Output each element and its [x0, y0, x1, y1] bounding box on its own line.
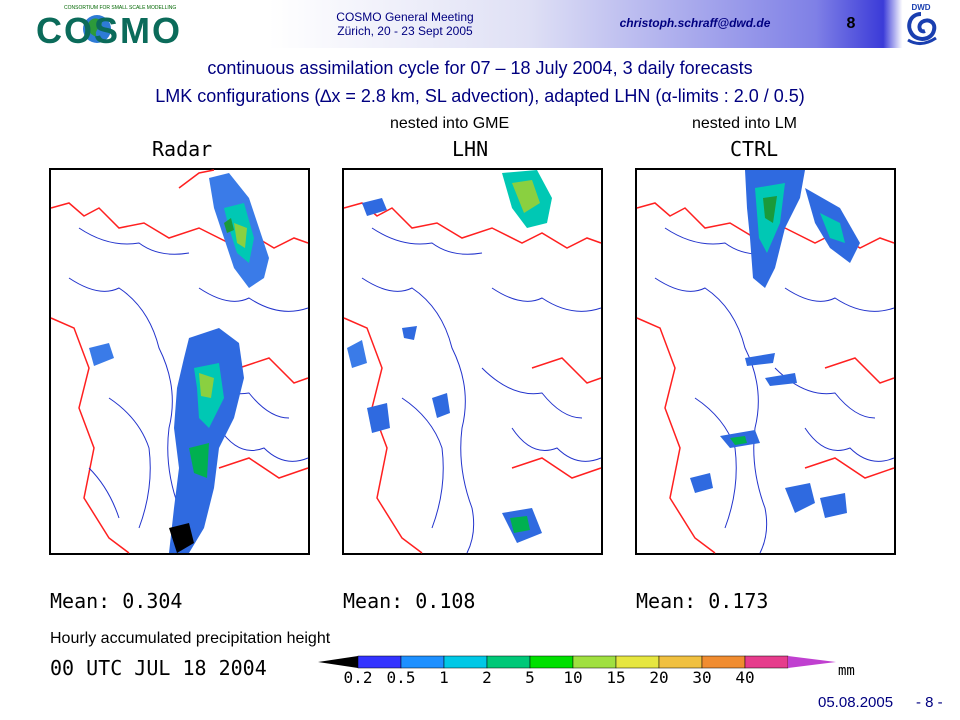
- panel-ctrl-label: CTRL: [730, 137, 779, 161]
- meeting-place-date: Zürich, 20 - 23 Sept 2005: [337, 24, 473, 38]
- colorbar-segment: [400, 655, 445, 669]
- colorbar-tick-label: 15: [606, 668, 626, 687]
- panel-lhn-label: LHN: [452, 137, 489, 161]
- colorbar-segment: [744, 655, 789, 669]
- panel-ctrl-mean: Mean: 0.173: [636, 589, 769, 613]
- slide-title-line1: continuous assimilation cycle for 07 – 1…: [207, 58, 753, 78]
- panel-lhn-mean: Mean: 0.108: [343, 589, 476, 613]
- colorbar-segment: [701, 655, 746, 669]
- dwd-logo-icon: DWD: [907, 3, 937, 45]
- meeting-info: COSMO General Meeting Zürich, 20 - 23 Se…: [290, 10, 520, 38]
- colorbar-segment: [486, 655, 531, 669]
- panel-radar-mean: Mean: 0.304: [50, 589, 183, 613]
- valid-time-label: 00 UTC JUL 18 2004: [50, 656, 267, 680]
- legend-caption: Hourly accumulated precipitation height: [50, 630, 331, 647]
- meeting-title: COSMO General Meeting: [336, 10, 474, 24]
- colorbar-tick-label: 20: [649, 668, 669, 687]
- lhn-precip-map: [342, 168, 603, 555]
- panel-lhn-nested-label: nested into GME: [390, 115, 510, 132]
- slide-number: 8: [846, 15, 856, 32]
- slide-title-line2: LMK configurations (∆x = 2.8 km, SL adve…: [155, 86, 805, 106]
- colorbar-tick-label: 1: [439, 668, 449, 687]
- precip-colorbar: [318, 655, 836, 669]
- colorbar-segment: [615, 655, 660, 669]
- colorbar-segment: [529, 655, 574, 669]
- colorbar-unit: mm: [838, 663, 855, 679]
- footer-date: 05.08.2005: [818, 694, 894, 711]
- cosmo-logo: CONSORTIUM FOR SMALL SCALE MODELLING COS…: [36, 5, 182, 46]
- colorbar-segment-below: [318, 656, 358, 668]
- colorbar-tick-label: 10: [563, 668, 583, 687]
- colorbar-tick-label: 2: [482, 668, 492, 687]
- panel-radar-label: Radar: [152, 137, 213, 161]
- colorbar-tick-label: 30: [692, 668, 712, 687]
- radar-precip-map: [49, 168, 310, 555]
- panel-ctrl-nested-label: nested into LM: [692, 115, 797, 132]
- colorbar-tick-label: 0.2: [343, 668, 373, 687]
- colorbar-tick-label: 5: [525, 668, 535, 687]
- colorbar-segment: [572, 655, 617, 669]
- footer-page-number: - 8 -: [916, 694, 943, 711]
- logo-text: COSMO: [36, 10, 182, 46]
- logo-subtitle: CONSORTIUM FOR SMALL SCALE MODELLING: [64, 5, 176, 11]
- colorbar-segment: [658, 655, 703, 669]
- colorbar-segment: [443, 655, 488, 669]
- header-bar: [0, 0, 960, 48]
- ctrl-precip-map: [635, 168, 896, 555]
- colorbar-segment: [357, 655, 402, 669]
- colorbar-tick-label: 40: [735, 668, 755, 687]
- colorbar-tick-label: 0.5: [386, 668, 416, 687]
- dwd-logo-text: DWD: [911, 3, 930, 12]
- colorbar-segment-above: [788, 656, 836, 668]
- author-email: christoph.schraff@dwd.de: [619, 16, 771, 30]
